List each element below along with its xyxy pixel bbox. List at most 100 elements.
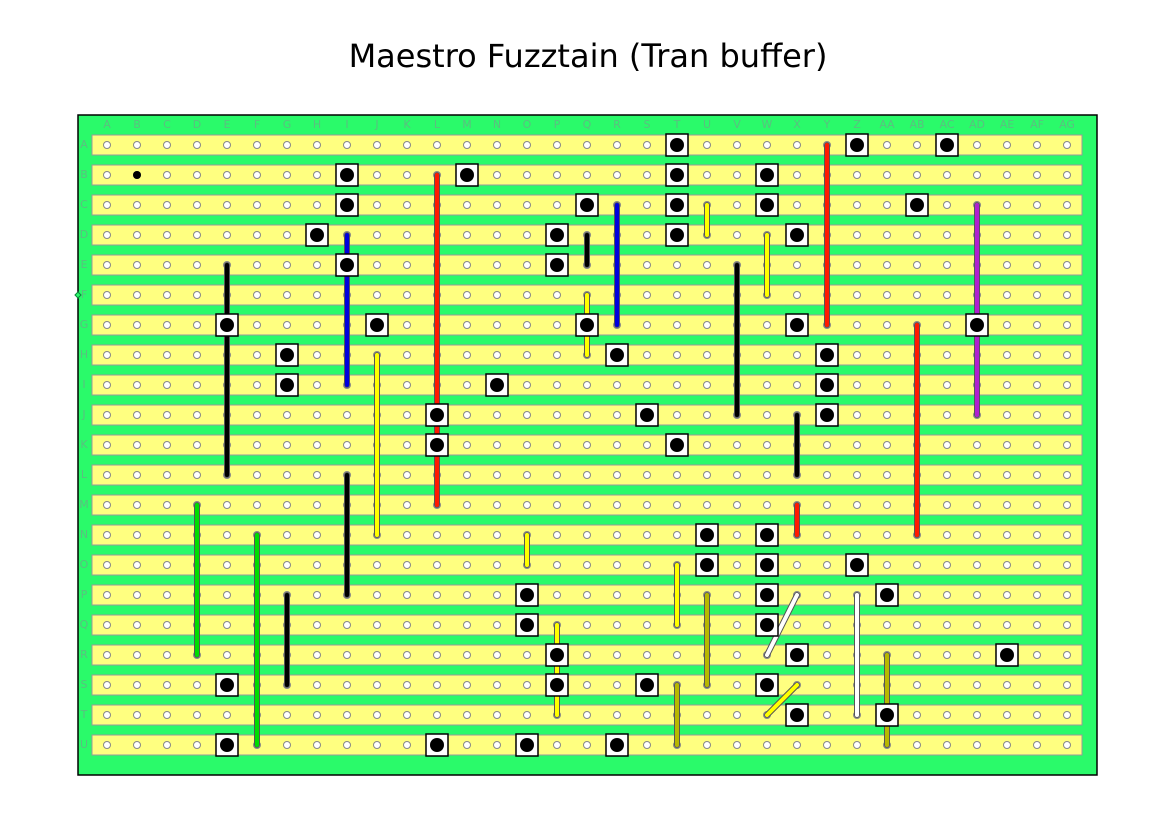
hole <box>523 231 531 239</box>
hole <box>193 351 201 359</box>
hole <box>373 651 381 659</box>
hole <box>823 501 831 509</box>
hole <box>973 531 981 539</box>
hole <box>313 411 321 419</box>
hole <box>643 501 651 509</box>
hole <box>613 681 621 689</box>
hole <box>823 681 831 689</box>
hole <box>403 351 411 359</box>
pad <box>850 558 864 572</box>
hole <box>793 141 801 149</box>
pad <box>790 708 804 722</box>
pad <box>610 738 624 752</box>
hole <box>733 621 741 629</box>
row-label: B <box>80 168 88 181</box>
hole <box>133 681 141 689</box>
hole <box>283 411 291 419</box>
column-label: AE <box>1000 118 1015 131</box>
hole <box>553 411 561 419</box>
hole <box>103 351 111 359</box>
hole <box>973 501 981 509</box>
hole <box>163 291 171 299</box>
hole <box>913 561 921 569</box>
column-label: O <box>523 118 532 131</box>
hole <box>493 171 501 179</box>
hole <box>163 351 171 359</box>
hole <box>1033 321 1041 329</box>
hole <box>523 381 531 389</box>
hole <box>313 441 321 449</box>
hole <box>163 321 171 329</box>
hole <box>463 531 471 539</box>
hole <box>1063 291 1071 299</box>
hole <box>133 471 141 479</box>
hole <box>643 171 651 179</box>
title: Maestro Fuzztain (Tran buffer) <box>349 37 828 75</box>
hole <box>193 291 201 299</box>
hole <box>673 381 681 389</box>
hole <box>313 531 321 539</box>
hole <box>853 201 861 209</box>
row-label: F <box>81 288 87 301</box>
hole <box>1033 381 1041 389</box>
pad <box>670 438 684 452</box>
hole <box>943 231 951 239</box>
hole <box>1003 441 1011 449</box>
hole <box>523 501 531 509</box>
hole <box>163 681 171 689</box>
hole <box>1033 711 1041 719</box>
hole <box>373 561 381 569</box>
hole <box>1003 201 1011 209</box>
hole <box>1003 561 1011 569</box>
hole <box>973 651 981 659</box>
hole <box>403 531 411 539</box>
hole <box>613 501 621 509</box>
hole <box>1033 141 1041 149</box>
hole <box>613 531 621 539</box>
hole <box>1063 741 1071 749</box>
hole <box>463 321 471 329</box>
hole <box>403 141 411 149</box>
hole <box>193 141 201 149</box>
hole <box>1063 261 1071 269</box>
hole <box>103 711 111 719</box>
pad <box>430 408 444 422</box>
hole <box>943 201 951 209</box>
hole <box>673 261 681 269</box>
hole <box>493 231 501 239</box>
hole <box>823 741 831 749</box>
hole <box>163 501 171 509</box>
hole <box>1003 351 1011 359</box>
hole <box>733 171 741 179</box>
pad <box>670 138 684 152</box>
edge-marker <box>74 291 82 299</box>
hole <box>643 741 651 749</box>
hole <box>733 681 741 689</box>
hole <box>103 141 111 149</box>
hole <box>823 591 831 599</box>
hole <box>613 411 621 419</box>
hole <box>313 621 321 629</box>
hole <box>583 441 591 449</box>
hole <box>283 441 291 449</box>
column-label: K <box>403 118 411 131</box>
pad <box>460 168 474 182</box>
hole <box>283 741 291 749</box>
hole <box>523 651 531 659</box>
hole <box>403 171 411 179</box>
hole <box>163 261 171 269</box>
row-label: I <box>82 378 85 391</box>
hole <box>583 591 591 599</box>
hole <box>853 531 861 539</box>
hole <box>193 261 201 269</box>
row-label: J <box>81 408 85 421</box>
hole <box>973 141 981 149</box>
hole <box>103 261 111 269</box>
hole <box>1003 681 1011 689</box>
pad <box>970 318 984 332</box>
pad <box>850 138 864 152</box>
column-label: R <box>613 118 621 131</box>
hole <box>253 471 261 479</box>
hole <box>493 501 501 509</box>
hole <box>733 471 741 479</box>
